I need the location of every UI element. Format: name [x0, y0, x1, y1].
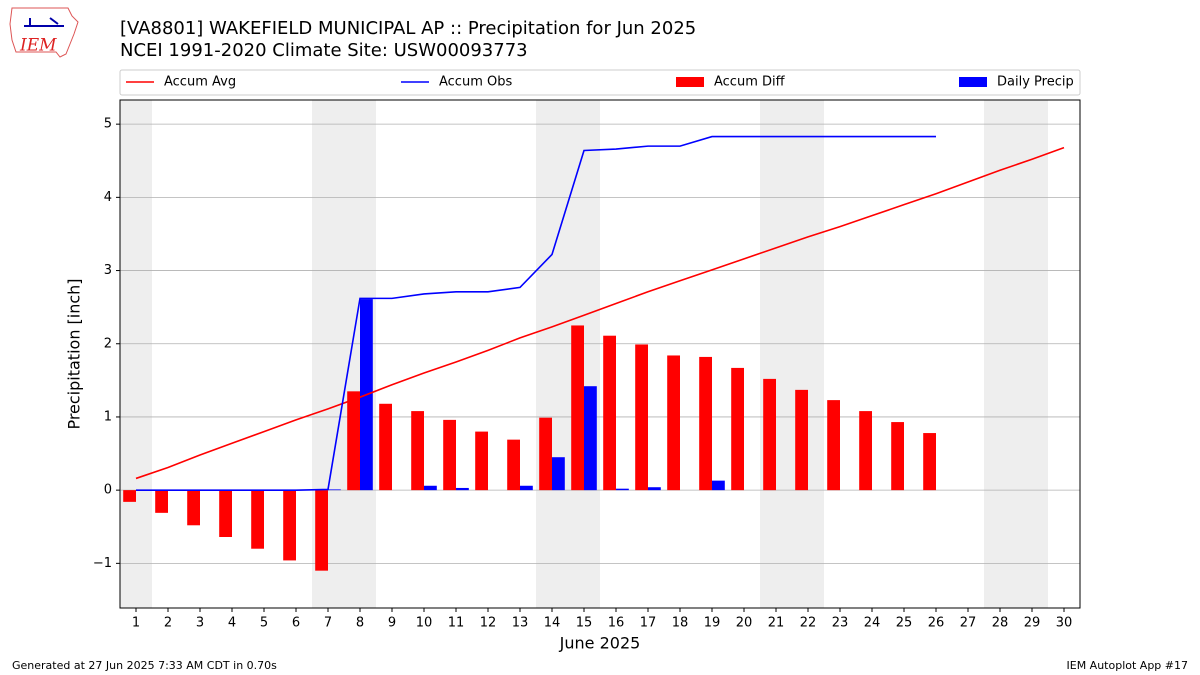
bar [283, 490, 296, 561]
x-tick-label: 1 [132, 616, 140, 631]
x-tick-label: 11 [448, 616, 465, 631]
x-tick-label: 13 [512, 616, 529, 631]
legend-swatch [959, 77, 987, 87]
bar [251, 490, 264, 549]
legend-box [119, 69, 1081, 96]
x-tick-label: 8 [356, 616, 364, 631]
legend-swatch [676, 77, 704, 87]
x-tick-label: 18 [672, 616, 689, 631]
x-axis-label: June 2025 [559, 634, 641, 653]
bar [699, 356, 712, 491]
x-tick-label: 28 [992, 616, 1009, 631]
bar [507, 439, 520, 491]
bar [648, 487, 661, 491]
y-tick-label: 2 [104, 336, 112, 351]
bar [891, 422, 904, 491]
x-tick-label: 21 [768, 616, 785, 631]
x-tick-label: 30 [1056, 616, 1073, 631]
bar [584, 386, 597, 491]
x-tick-label: 15 [576, 616, 593, 631]
bar [859, 411, 872, 491]
bar [411, 411, 424, 491]
x-tick-label: 24 [864, 616, 881, 631]
line [136, 135, 936, 491]
x-tick-label: 5 [260, 616, 268, 631]
x-tick-label: 25 [896, 616, 913, 631]
shaded-span [120, 100, 152, 608]
bar [712, 480, 725, 491]
bar [539, 417, 552, 491]
y-tick-label: 1 [104, 409, 112, 424]
legend-label: Accum Avg [164, 75, 236, 90]
bar [520, 485, 533, 491]
x-tick-label: 2 [164, 616, 172, 631]
bar [923, 433, 936, 491]
bar [123, 490, 136, 502]
x-tick-label: 14 [544, 616, 561, 631]
x-tick-label: 12 [480, 616, 497, 631]
x-tick-label: 10 [416, 616, 433, 631]
bar [155, 490, 168, 513]
x-tick-label: 22 [800, 616, 817, 631]
x-tick-label: 29 [1024, 616, 1041, 631]
bar [731, 367, 744, 491]
bar [424, 485, 437, 491]
bar [795, 389, 808, 491]
bar [328, 489, 341, 491]
y-tick-label: 4 [104, 190, 112, 205]
footer-right: IEM Autoplot App #17 [1067, 659, 1189, 672]
x-tick-label: 20 [736, 616, 753, 631]
y-tick-label: −1 [93, 556, 112, 571]
chart-subtitle: NCEI 1991-2020 Climate Site: USW00093773 [120, 40, 528, 61]
logo: IEM [9, 7, 79, 58]
legend-label: Daily Precip [997, 75, 1074, 90]
bar [187, 490, 200, 526]
x-tick-label: 16 [608, 616, 625, 631]
bar [616, 488, 629, 491]
bar [667, 355, 680, 491]
bar [763, 378, 776, 491]
bar [552, 457, 565, 491]
bar [456, 487, 469, 491]
bar [315, 490, 328, 571]
x-tick-label: 17 [640, 616, 657, 631]
bar [603, 335, 616, 491]
x-tick-label: 19 [704, 616, 721, 631]
x-tick-label: 23 [832, 616, 849, 631]
shaded-span [760, 100, 824, 608]
legend-label: Accum Diff [714, 75, 786, 90]
legend-label: Accum Obs [439, 75, 512, 90]
logo-text: IEM [19, 36, 57, 56]
logo-icon [24, 17, 64, 27]
x-tick-label: 6 [292, 616, 300, 631]
y-tick-label: 0 [104, 483, 112, 498]
bar [379, 403, 392, 491]
footer-left: Generated at 27 Jun 2025 7:33 AM CDT in … [12, 659, 277, 672]
x-tick-label: 4 [228, 616, 236, 631]
bar [571, 325, 584, 491]
line [135, 146, 1065, 480]
bar [347, 391, 360, 491]
bar [475, 431, 488, 491]
x-tick-label: 7 [324, 616, 332, 631]
y-tick-label: 3 [104, 263, 112, 278]
shaded-span [984, 100, 1048, 608]
bar [219, 490, 232, 537]
bar [443, 419, 456, 491]
bar [827, 400, 840, 491]
logo-outline [9, 7, 79, 58]
x-tick-label: 26 [928, 616, 945, 631]
shaded-span [536, 100, 600, 608]
chart-title: [VA8801] WAKEFIELD MUNICIPAL AP :: Preci… [120, 18, 696, 39]
x-tick-label: 9 [388, 616, 396, 631]
y-axis-label: Precipitation [inch] [65, 278, 84, 429]
x-tick-label: 27 [960, 616, 977, 631]
y-tick-label: 5 [104, 117, 112, 132]
x-tick-label: 3 [196, 616, 204, 631]
bar [635, 344, 648, 491]
plot-frame [119, 99, 1081, 609]
